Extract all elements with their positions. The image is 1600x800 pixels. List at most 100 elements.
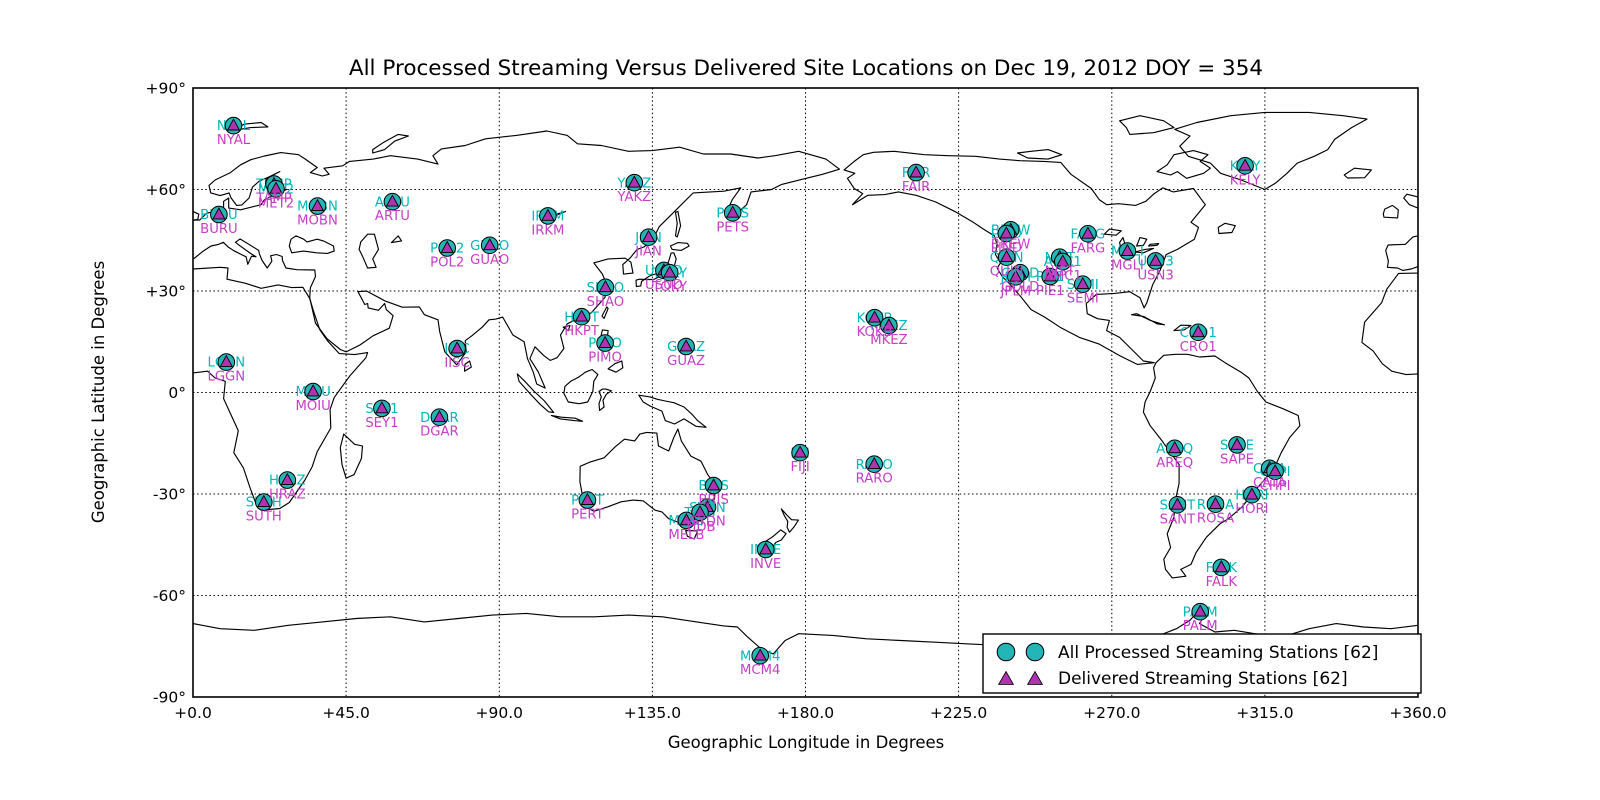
station-triangle-marker [999,226,1013,239]
station-label-magenta: SHAO [587,295,624,310]
x-tick-label: +225.0 [930,704,987,722]
station-label-magenta: USN3 [1137,268,1173,283]
legend-triangle-icon [1026,670,1044,685]
coastline [1382,204,1399,219]
x-tick-label: +135.0 [624,704,681,722]
station-label-magenta: MOBN [297,214,338,229]
coastline [562,324,571,332]
station-label-magenta: CHPI [1260,479,1291,494]
y-axis-label: Geographic Latitude in Degrees [89,261,108,523]
coastline [1361,272,1419,376]
station-triangle-marker [793,445,807,458]
coastline [1147,243,1160,247]
x-axis-label: Geographic Longitude in Degrees [668,733,944,752]
coastline [601,306,609,319]
station-triangle-marker [1148,253,1163,266]
coastline [1134,247,1155,254]
coastline [1156,150,1211,179]
station-label-magenta: NYAL [217,133,251,148]
coastline [550,414,584,422]
station-label-magenta: HKPT [564,324,600,339]
station-label-magenta: SYDN [689,515,725,530]
station-triangle-marker [574,309,589,322]
station-triangle-marker [483,237,497,251]
station-label-magenta: GUAO [470,253,509,268]
station-triangle-marker [679,513,694,526]
station-label-magenta: POL2 [430,256,464,271]
station-label-magenta: HORI [1235,502,1268,517]
station-label-magenta: LIND [991,241,1022,256]
station-label-magenta: PERT [571,508,604,523]
coastline [288,235,335,254]
station-label-magenta: PIMO [588,351,622,366]
station-label-magenta: KELY [1230,173,1262,188]
station-triangle-marker [375,401,389,414]
x-tick-label: +315.0 [1236,704,1293,722]
station-label-magenta: SANT [1160,512,1197,527]
station-triangle-marker [541,208,555,221]
station-label-magenta: TIDB [683,520,715,535]
coastline [1142,353,1301,579]
station-label-magenta: MKEZ [870,333,907,348]
coastline [685,529,699,540]
station-label-magenta: JIAN [634,245,662,260]
station-label-magenta: SUTH [246,510,282,525]
station-triangle-marker [882,318,896,331]
coastline [607,360,624,373]
station-label-magenta: YAKZ [616,190,651,205]
station-label-magenta: LGGN [207,370,245,385]
station-triangle-marker [1081,226,1095,239]
station-label-magenta: SEMI [1067,292,1099,307]
legend-label-delivered: Delivered Streaming Stations [62] [1058,669,1348,689]
y-tick-label: +30° [146,283,186,301]
station-label-magenta: MELB [668,528,704,543]
coastline [233,121,269,131]
x-tick-label: +45.0 [322,704,370,722]
station-label-magenta: BURU [200,222,238,237]
coastline [1016,149,1063,160]
coastline [1119,115,1175,135]
station-triangle-marker [280,472,294,485]
station-triangle-marker [310,198,325,211]
station-triangle-marker [1168,440,1182,454]
coastline [358,233,380,269]
station-triangle-marker [226,118,241,131]
station-label-magenta: ROSA [1197,512,1234,527]
station-label-magenta: INVE [750,557,781,572]
station-triangle-marker [1076,276,1090,290]
station-triangle-marker [627,175,641,188]
station-label-magenta: MCM4 [740,663,780,678]
legend-triangle-icon [997,670,1015,685]
station-triangle-marker [1056,254,1070,267]
coastline [1130,313,1166,326]
x-tick-label: +180.0 [777,704,834,722]
station-triangle-marker [1170,497,1185,510]
coastlines [192,111,1419,655]
station-triangle-marker [1230,437,1244,450]
station-triangle-marker [759,542,773,555]
coastline [372,133,409,154]
station-label-magenta: PALM [1183,619,1218,634]
station-triangle-marker [1245,487,1259,500]
coastline [1174,111,1368,191]
station-triangle-marker [385,194,400,207]
coastline [192,130,841,389]
station-label-magenta: ARTU [375,209,410,224]
y-tick-label: -90° [153,689,186,707]
station-triangle-marker [641,229,656,243]
y-tick-label: -60° [153,587,186,605]
station-triangle-marker [269,181,283,194]
station-triangle-marker [1009,269,1023,282]
y-tick-label: 0° [168,384,186,402]
station-triangle-marker [450,341,464,354]
y-tick-label: -30° [153,486,186,504]
tick-labels: +0.0 +45.0 +90.0 +135.0 +180.0 +225.0 +270.0 +3… [146,80,1447,723]
coastline [192,266,369,511]
station-label-magenta: PIE1 [1036,284,1065,299]
station-label-magenta: TOKY [651,280,688,295]
station-label-magenta: SAPE [1220,452,1254,467]
station-triangle-marker [693,504,707,518]
station-triangle-marker [598,335,612,348]
